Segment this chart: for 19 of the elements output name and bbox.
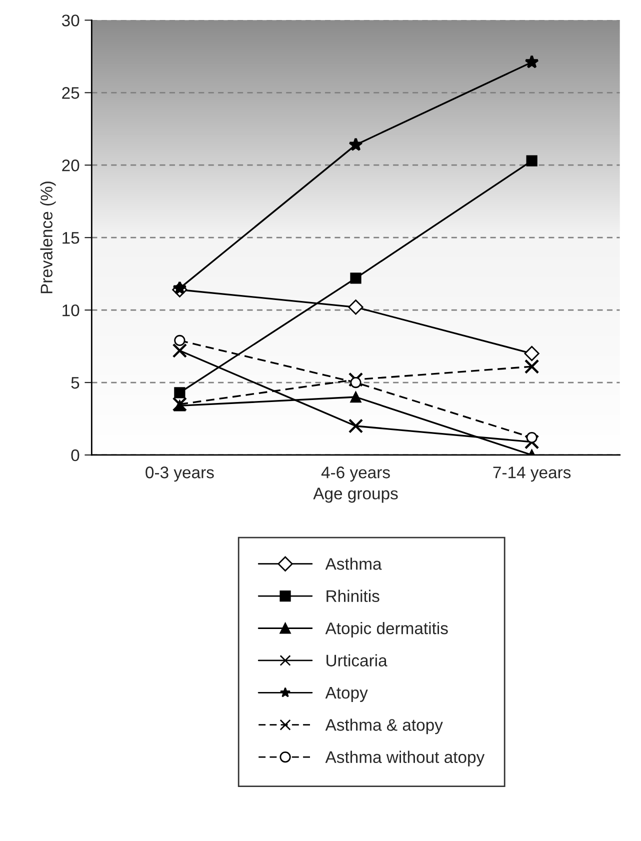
- legend-label: Asthma & atopy: [325, 718, 443, 734]
- y-tick-label: 25: [62, 87, 80, 99]
- y-tick-label: 10: [62, 304, 80, 316]
- legend-label: Atopy: [325, 687, 368, 702]
- legend-label: Rhinitis: [326, 590, 380, 602]
- x-tick-label: 7-14 years: [493, 466, 571, 482]
- legend-label: Asthma without atopy: [325, 750, 485, 766]
- legend-label: Atopic dermatitis: [325, 622, 448, 638]
- y-tick-label: 0: [71, 449, 80, 462]
- y-tick-label: 15: [62, 232, 80, 244]
- y-tick-label: 20: [62, 160, 80, 172]
- y-axis-title: Prevalence (%): [40, 182, 56, 294]
- y-tick-label: 5: [71, 377, 80, 389]
- x-tick-label: 4-6 years: [321, 466, 390, 482]
- x-axis-title: Age groups: [313, 488, 398, 503]
- x-tick-label: 0-3 years: [146, 466, 214, 482]
- legend-label: Asthma: [325, 558, 382, 570]
- y-tick-label: 30: [62, 14, 80, 26]
- legend-label: Urticaria: [326, 654, 388, 666]
